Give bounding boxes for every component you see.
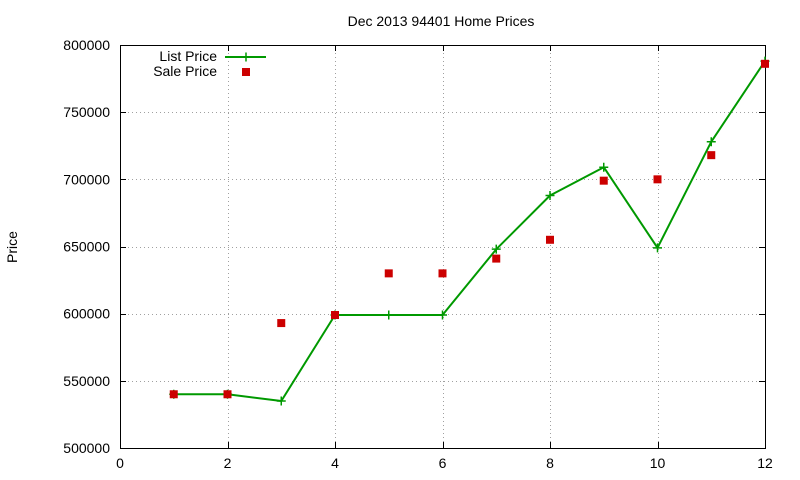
y-tick-label: 500000	[63, 440, 110, 456]
grid-lines	[120, 45, 765, 448]
x-tick-label: 4	[331, 455, 339, 471]
sale-price-point	[492, 254, 501, 263]
y-tick-label: 750000	[63, 104, 110, 120]
y-tick-label: 800000	[63, 37, 110, 53]
legend: List Price Sale Price	[153, 48, 266, 79]
sale-price-point	[169, 390, 178, 399]
legend-label-list-price: List Price	[159, 48, 217, 64]
y-tick-label: 700000	[63, 171, 110, 187]
y-tick-label: 650000	[63, 239, 110, 255]
list-price-point	[384, 310, 394, 320]
list-price-point	[599, 162, 609, 172]
x-tick-label: 0	[116, 455, 124, 471]
sale-price-point	[277, 319, 286, 328]
y-tick-label: 600000	[63, 306, 110, 322]
list-price-point	[438, 310, 447, 320]
list-price-point	[276, 396, 286, 406]
legend-label-sale-price: Sale Price	[153, 63, 217, 79]
x-tick-label: 8	[546, 455, 554, 471]
y-axis-label: Price	[4, 231, 20, 263]
legend-marker-sale-price	[242, 68, 250, 76]
x-tick-label: 12	[757, 455, 773, 471]
chart-title: Dec 2013 94401 Home Prices	[348, 13, 535, 29]
tick-labels: 0 2 4 6 8 10 12 500000 550000 600000 650000 700000 7…	[63, 37, 773, 471]
sale-price-point	[653, 175, 662, 184]
axis-ticks	[120, 45, 766, 449]
sale-price-point	[761, 59, 769, 68]
x-tick-label: 2	[224, 455, 232, 471]
sale-price-point	[438, 269, 447, 278]
sale-price-point	[707, 151, 716, 160]
list-price-point	[653, 243, 662, 253]
sale-price-point	[546, 235, 554, 244]
list-price-line	[173, 60, 766, 402]
legend-marker-list-price	[241, 52, 251, 62]
list-price-point	[706, 137, 716, 147]
sale-price-point	[331, 311, 339, 320]
sale-price-point	[599, 176, 608, 185]
x-tick-label: 6	[439, 455, 447, 471]
sale-price-point	[223, 390, 232, 399]
y-tick-label: 550000	[63, 373, 110, 389]
series	[169, 56, 770, 406]
x-tick-label: 10	[650, 455, 666, 471]
sale-price-point	[384, 269, 393, 278]
list-price-point	[491, 244, 501, 254]
list-price-point	[545, 190, 555, 200]
